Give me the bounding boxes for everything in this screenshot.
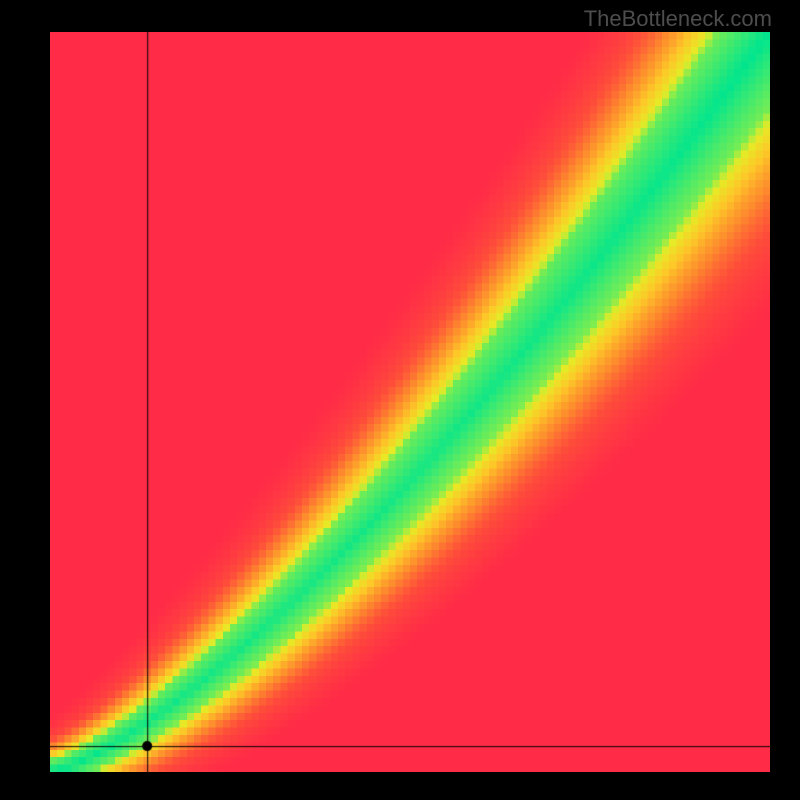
watermark-text: TheBottleneck.com <box>584 6 772 32</box>
crosshair-overlay <box>50 32 770 772</box>
